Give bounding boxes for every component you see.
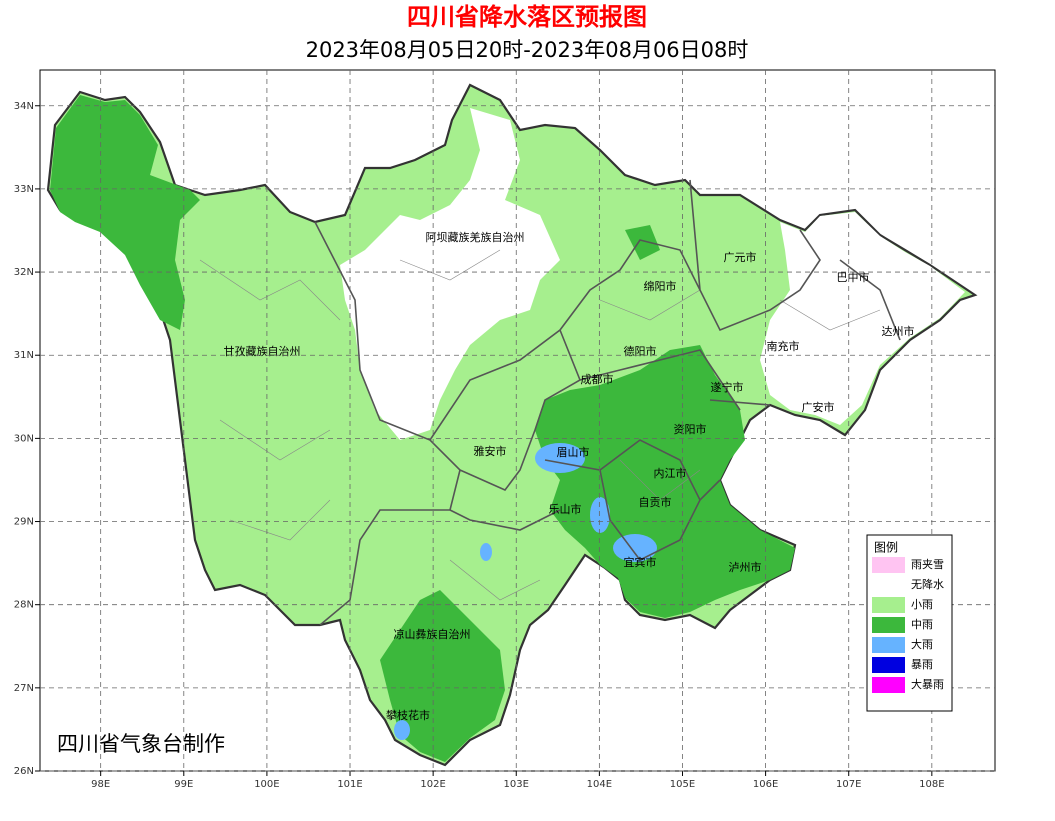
heavy-rain-area — [394, 720, 410, 740]
y-tick-label: 27N — [14, 683, 34, 694]
y-tick-label: 32N — [14, 267, 34, 278]
legend-label: 雨夹雪 — [911, 558, 944, 571]
legend-swatch — [872, 677, 905, 693]
moderate-rain-area — [50, 95, 200, 330]
y-tick-label: 28N — [14, 600, 34, 611]
region-label: 广安市 — [802, 400, 835, 414]
region-label: 攀枝花市 — [386, 708, 430, 722]
y-tick-label: 29N — [14, 517, 34, 528]
region-label: 成都市 — [581, 372, 614, 386]
region-label: 宜宾市 — [624, 555, 657, 569]
x-tick-label: 103E — [504, 779, 529, 790]
heavy-rain-area — [480, 543, 492, 561]
x-tick-label: 106E — [753, 779, 778, 790]
region-label: 自贡市 — [639, 495, 672, 509]
moderate-rain-area — [535, 345, 795, 618]
region-label: 绵阳市 — [644, 279, 677, 293]
region-labels: 阿坝藏族羌族自治州 广元市 巴中市 绵阳市 达州市 甘孜藏族自治州 德阳市 南充… — [224, 230, 915, 722]
no-rain-area — [430, 290, 490, 340]
y-tick-label: 34N — [14, 101, 34, 112]
region-label: 德阳市 — [624, 344, 657, 358]
region-label: 达州市 — [882, 324, 915, 338]
region-label: 广元市 — [724, 250, 757, 264]
precip-map — [46, 83, 978, 767]
region-label: 泸州市 — [729, 560, 762, 574]
legend-swatch — [872, 657, 905, 673]
heavy-rain-area — [590, 497, 610, 533]
x-tick-label: 108E — [919, 779, 944, 790]
x-tick-label: 102E — [420, 779, 445, 790]
region-label: 资阳市 — [674, 422, 707, 436]
legend-label: 大暴雨 — [911, 677, 944, 691]
region-label: 阿坝藏族羌族自治州 — [426, 230, 525, 244]
region-label: 遂宁市 — [711, 380, 744, 394]
no-rain-area — [340, 108, 560, 440]
x-tick-label: 105E — [670, 779, 695, 790]
legend-title: 图例 — [874, 541, 898, 555]
y-tick-label: 33N — [14, 184, 34, 195]
region-label: 南充市 — [767, 339, 800, 353]
x-tick-label: 104E — [587, 779, 612, 790]
legend-swatch — [872, 557, 905, 573]
region-label: 甘孜藏族自治州 — [224, 344, 301, 358]
y-tick-label: 30N — [14, 433, 34, 444]
legend-label: 小雨 — [911, 598, 933, 611]
y-tick-label: 31N — [14, 350, 34, 361]
x-tick-label: 99E — [174, 779, 193, 790]
region-label: 内江市 — [654, 466, 687, 480]
no-rain-area — [760, 212, 965, 425]
legend-swatch — [872, 637, 905, 653]
moderate-rain-area — [625, 225, 660, 260]
region-label: 雅安市 — [474, 444, 507, 458]
axes: 98E 99E 100E 101E 102E 103E 104E 105E 106E 107E 10… — [14, 70, 995, 790]
x-tick-label: 107E — [836, 779, 861, 790]
legend-label: 大雨 — [911, 637, 933, 651]
legend-swatch — [872, 597, 905, 613]
region-label: 眉山市 — [557, 445, 590, 459]
x-tick-label: 98E — [91, 779, 110, 790]
region-label: 巴中市 — [837, 270, 870, 284]
moderate-rain-area — [380, 590, 505, 762]
y-tick-label: 26N — [14, 766, 34, 777]
legend-label: 中雨 — [911, 618, 933, 631]
region-label: 凉山彝族自治州 — [394, 627, 471, 641]
legend-swatch — [872, 617, 905, 633]
heavy-rain-area — [613, 534, 657, 562]
county-borders — [199, 249, 881, 601]
credit: 四川省气象台制作 — [57, 732, 225, 756]
x-tick-label: 101E — [337, 779, 362, 790]
region-label: 乐山市 — [549, 502, 582, 516]
title: 四川省降水落区预报图 — [407, 3, 647, 31]
x-tick-label: 100E — [254, 779, 279, 790]
subtitle: 2023年08月05日20时-2023年08月06日08时 — [306, 38, 749, 62]
legend-label: 暴雨 — [911, 658, 933, 671]
legend-label: 无降水 — [911, 577, 944, 591]
legend-swatch — [872, 577, 905, 593]
